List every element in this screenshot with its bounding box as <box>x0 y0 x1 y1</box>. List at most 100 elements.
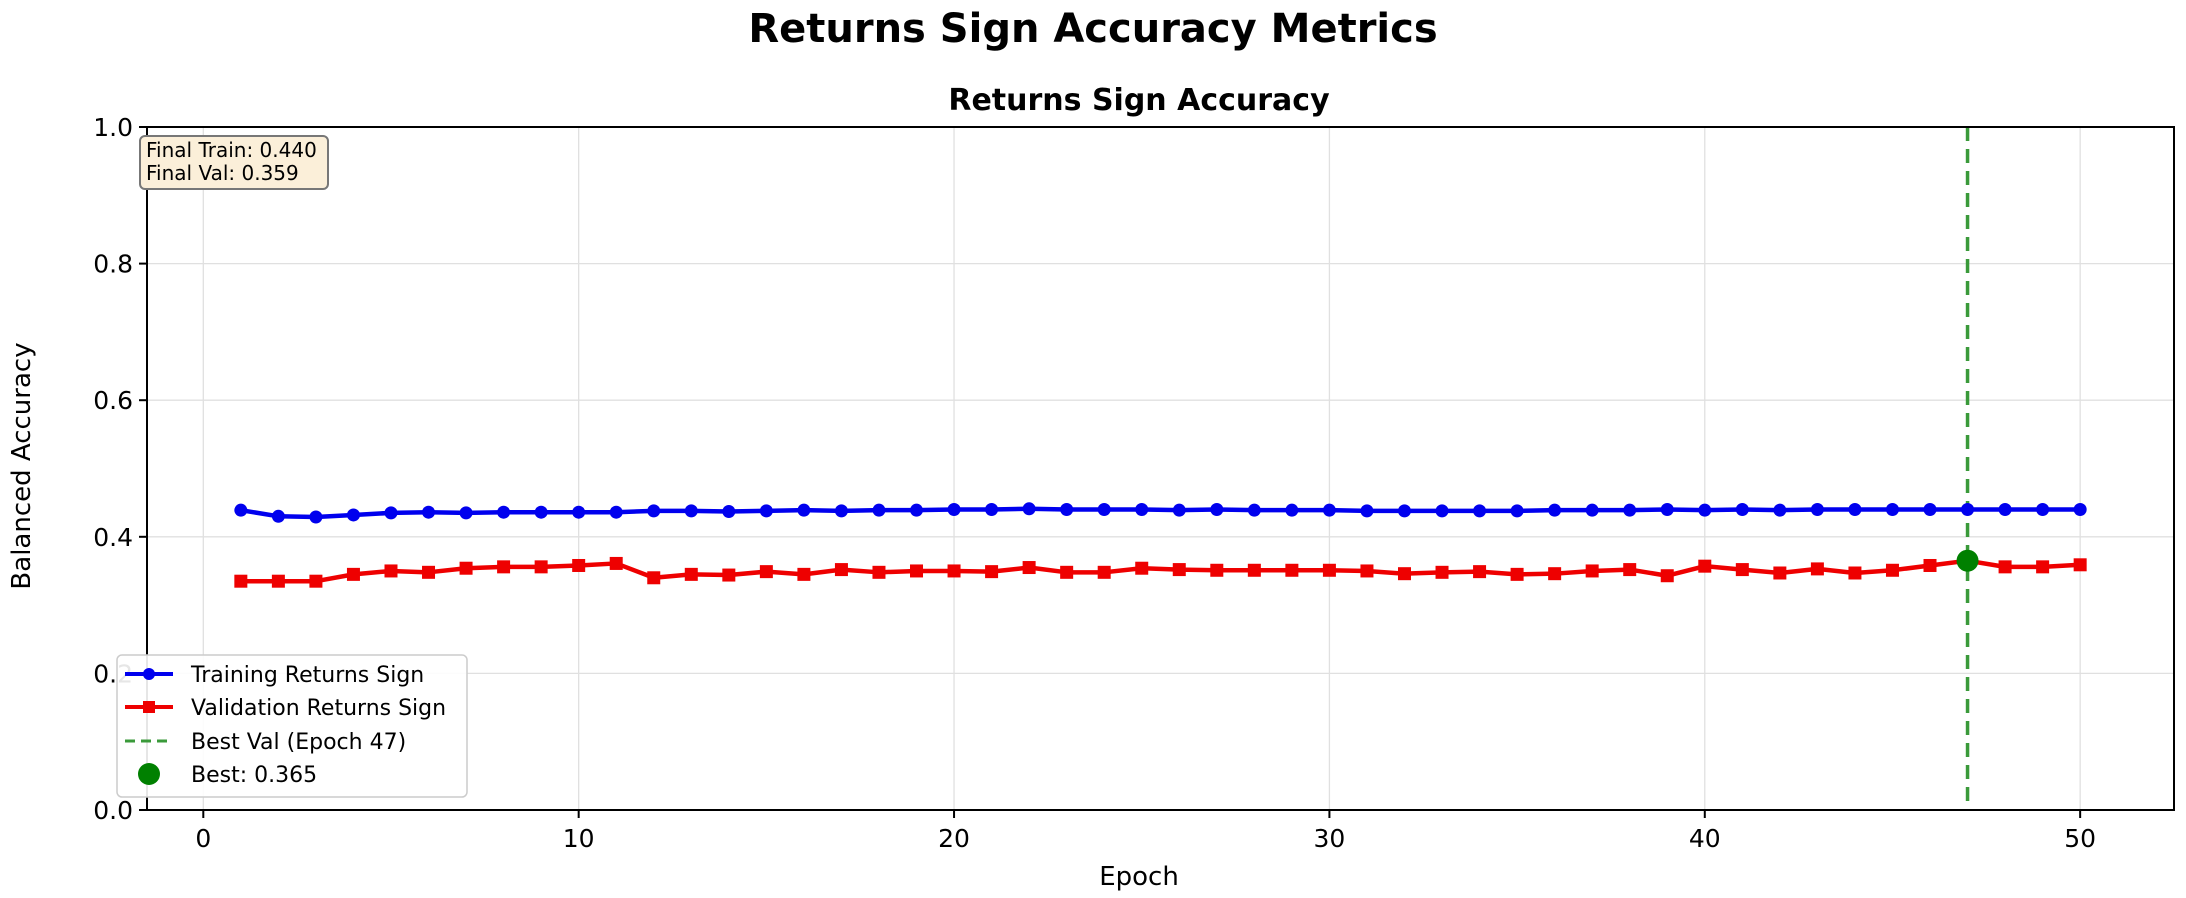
validation-point <box>1698 559 1712 573</box>
training-point <box>1773 503 1787 517</box>
training-point <box>1548 503 1562 517</box>
validation-point <box>346 567 360 581</box>
training-point <box>797 503 811 517</box>
x-tick-label: 50 <box>2064 824 2096 853</box>
annotation-box <box>139 135 329 190</box>
legend-label-best-point: Best: 0.365 <box>191 763 317 788</box>
training-point <box>834 504 848 518</box>
y-tick-label: 0.6 <box>93 386 133 415</box>
training-point <box>1473 504 1487 518</box>
training-point <box>1135 502 1149 516</box>
best-val-point <box>1956 549 1979 572</box>
figure-title: Returns Sign Accuracy Metrics <box>748 6 1437 52</box>
validation-point <box>1435 565 1449 579</box>
x-axis-label: Epoch <box>1099 862 1179 892</box>
validation-series-line <box>240 558 2081 584</box>
training-point <box>1660 502 1674 516</box>
training-point <box>1097 502 1111 516</box>
validation-point <box>872 565 886 579</box>
validation-point <box>234 574 248 588</box>
validation-point <box>1210 563 1224 577</box>
validation-point <box>1022 561 1036 575</box>
training-point <box>1435 504 1449 518</box>
validation-point <box>1585 564 1599 578</box>
validation-point <box>1060 565 1074 579</box>
validation-point <box>684 567 698 581</box>
training-point <box>459 506 473 520</box>
y-tick-label: 0.4 <box>93 523 133 552</box>
validation-point <box>1360 564 1374 578</box>
legend-label-best-line: Best Val (Epoch 47) <box>191 730 406 755</box>
y-tick-label: 0.0 <box>93 796 133 825</box>
training-point <box>1397 504 1411 518</box>
validation-point <box>1773 566 1787 580</box>
plot-frame <box>146 126 2175 811</box>
validation-point <box>985 565 999 579</box>
legend-marker-validation <box>143 701 155 713</box>
series-layer <box>234 502 2087 588</box>
validation-point <box>910 564 924 578</box>
validation-point <box>1285 563 1299 577</box>
training-point <box>1998 502 2012 516</box>
training-point <box>1961 502 1975 516</box>
validation-point <box>609 556 623 570</box>
chart-title: Returns Sign Accuracy <box>948 83 1330 118</box>
training-point <box>422 505 436 519</box>
validation-point <box>1623 563 1637 577</box>
training-point <box>1322 503 1336 517</box>
validation-point <box>1548 567 1562 581</box>
annotation-final-val: Final Val: 0.359 <box>146 161 299 185</box>
training-point <box>1848 502 1862 516</box>
training-point <box>1172 503 1186 517</box>
training-point <box>1923 502 1937 516</box>
validation-point <box>1135 561 1149 575</box>
training-point <box>346 508 360 522</box>
legend-label-training: Training Returns Sign <box>190 663 424 688</box>
validation-point <box>309 574 323 588</box>
legend-label-validation: Validation Returns Sign <box>191 696 446 721</box>
x-tick-label: 40 <box>1689 824 1721 853</box>
validation-point <box>647 571 661 585</box>
validation-point <box>497 560 511 574</box>
validation-point <box>722 568 736 582</box>
annotation-final-train: Final Train: 0.440 <box>146 138 317 162</box>
validation-point <box>1923 558 1937 572</box>
training-point <box>1210 502 1224 516</box>
validation-point <box>1660 569 1674 583</box>
validation-point <box>947 564 961 578</box>
training-point <box>647 504 661 518</box>
x-tick-label: 10 <box>563 824 595 853</box>
validation-point <box>1397 567 1411 581</box>
x-tick-label: 20 <box>938 824 970 853</box>
validation-point <box>1510 567 1524 581</box>
training-point <box>1698 503 1712 517</box>
y-axis-label: Balanced Accuracy <box>7 342 37 589</box>
training-point <box>722 505 736 519</box>
validation-point <box>1172 563 1186 577</box>
training-point <box>497 505 511 519</box>
training-point <box>1510 504 1524 518</box>
validation-point <box>834 563 848 577</box>
y-tick-label: 1.0 <box>93 113 133 142</box>
training-series-line <box>240 506 2081 520</box>
training-point <box>1360 504 1374 518</box>
x-tick-label: 0 <box>195 824 211 853</box>
validation-point <box>1848 566 1862 580</box>
training-point <box>384 506 398 520</box>
validation-point <box>1885 563 1899 577</box>
training-point <box>271 509 285 523</box>
validation-point <box>1998 560 2012 574</box>
validation-point <box>1735 563 1749 577</box>
training-point <box>1623 503 1637 517</box>
training-point <box>534 505 548 519</box>
training-point <box>2036 502 2050 516</box>
training-point <box>1735 502 1749 516</box>
validation-point <box>1097 565 1111 579</box>
legend: Training Returns Sign Validation Returns… <box>116 654 468 798</box>
legend-marker-best-point <box>138 763 160 785</box>
validation-point <box>384 564 398 578</box>
validation-point <box>2036 560 2050 574</box>
x-tick-label: 30 <box>1314 824 1346 853</box>
validation-point <box>759 565 773 579</box>
